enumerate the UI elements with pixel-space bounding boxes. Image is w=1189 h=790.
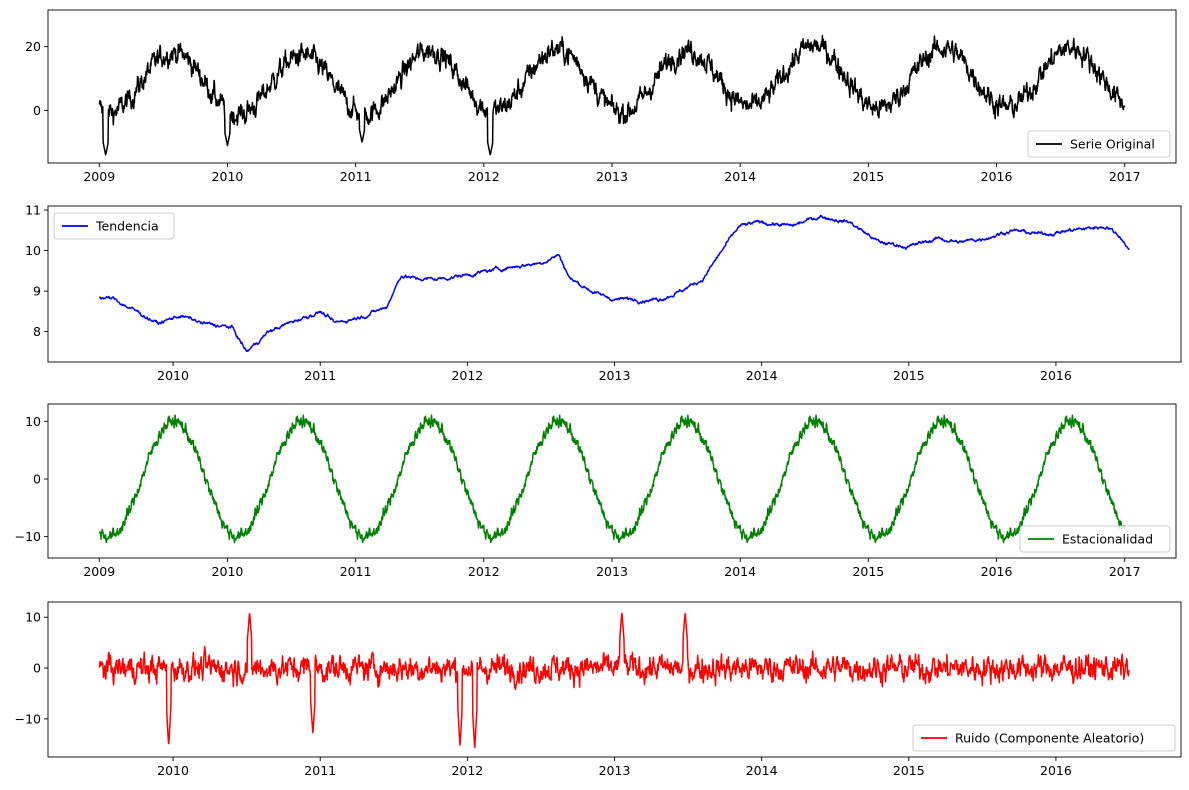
x-tick-label-residual: 2015 — [893, 763, 925, 778]
x-tick-label-original: 2015 — [852, 169, 884, 184]
panel-trend: 2010 2011 2012 2013 2014 2015 2016 8 9 10 11 Tenden… — [25, 203, 1182, 383]
x-tick-label-trend: 2015 — [893, 368, 925, 383]
legend-box — [53, 212, 175, 240]
panel-residual: 2010 2011 2012 2013 2014 2015 2016 −10 0 10 Ruido … — [15, 601, 1182, 778]
legend-label: Tendencia — [95, 219, 159, 234]
x-tick-label-trend: 2016 — [1040, 368, 1072, 383]
y-tick-label-residual: −10 — [15, 711, 41, 726]
x-tick-label-trend: 2013 — [599, 368, 631, 383]
x-tick-label-seasonal: 2014 — [724, 564, 756, 579]
y-tick-label-trend: 8 — [33, 324, 41, 339]
y-tick-label-original: 20 — [25, 39, 41, 54]
x-tick-label-trend: 2010 — [157, 368, 189, 383]
y-tick-label-residual: 0 — [33, 661, 41, 676]
series-line-residual — [98, 612, 1131, 749]
y-tick-label-trend: 9 — [33, 284, 41, 299]
x-tick-label-residual: 2010 — [157, 763, 189, 778]
x-tick-label-trend: 2011 — [304, 368, 336, 383]
y-tick-label-seasonal: 0 — [33, 471, 41, 486]
legend-trend: Tendencia — [53, 212, 175, 240]
x-tick-label-original: 2010 — [212, 169, 244, 184]
x-tick-label-original: 2009 — [83, 169, 115, 184]
legend-original: Serie Original — [1027, 130, 1171, 158]
x-tick-label-original: 2012 — [468, 169, 500, 184]
y-tick-label-trend: 11 — [25, 203, 41, 218]
y-tick-label-residual: 10 — [25, 610, 41, 625]
x-tick-label-seasonal: 2017 — [1109, 564, 1141, 579]
x-tick-label-residual: 2013 — [599, 763, 631, 778]
x-tick-label-residual: 2012 — [451, 763, 483, 778]
x-tick-label-residual: 2016 — [1040, 763, 1072, 778]
series-line-seasonal — [98, 414, 1126, 544]
x-tick-label-original: 2014 — [724, 169, 756, 184]
series-line-trend — [98, 214, 1131, 353]
x-tick-label-seasonal: 2010 — [212, 564, 244, 579]
y-tick-label-seasonal: 10 — [25, 414, 41, 429]
series-line-original — [98, 34, 1126, 156]
legend-box — [912, 724, 1176, 752]
x-tick-label-seasonal: 2011 — [340, 564, 372, 579]
x-tick-label-trend: 2012 — [451, 368, 483, 383]
legend-residual: Ruido (Componente Aleatorio) — [912, 724, 1176, 752]
legend-label: Serie Original — [1070, 137, 1155, 152]
legend-seasonal: Estacionalidad — [1019, 525, 1171, 553]
x-tick-label-seasonal: 2015 — [852, 564, 884, 579]
y-tick-label-trend: 10 — [25, 243, 41, 258]
legend-box — [1027, 130, 1171, 158]
legend-label: Estacionalidad — [1062, 532, 1153, 547]
x-tick-label-seasonal: 2012 — [468, 564, 500, 579]
y-tick-label-original: 0 — [33, 103, 41, 118]
panel-original: 2009 2010 2011 2012 2013 2014 2015 2016 2017 0 20 S… — [25, 9, 1177, 184]
y-tick-label-seasonal: −10 — [15, 529, 41, 544]
legend-box — [1019, 525, 1171, 553]
x-tick-label-residual: 2014 — [746, 763, 778, 778]
x-tick-label-trend: 2014 — [746, 368, 778, 383]
x-tick-label-seasonal: 2009 — [83, 564, 115, 579]
x-tick-label-original: 2011 — [340, 169, 372, 184]
x-tick-label-original: 2017 — [1109, 169, 1141, 184]
x-tick-label-seasonal: 2013 — [596, 564, 628, 579]
x-tick-label-original: 2013 — [596, 169, 628, 184]
x-tick-label-original: 2016 — [981, 169, 1013, 184]
panel-seasonal: 2009 2010 2011 2012 2013 2014 2015 2016 2017 −10 0… — [15, 403, 1177, 579]
x-tick-label-seasonal: 2016 — [981, 564, 1013, 579]
x-tick-label-residual: 2011 — [304, 763, 336, 778]
legend-label: Ruido (Componente Aleatorio) — [955, 731, 1144, 746]
